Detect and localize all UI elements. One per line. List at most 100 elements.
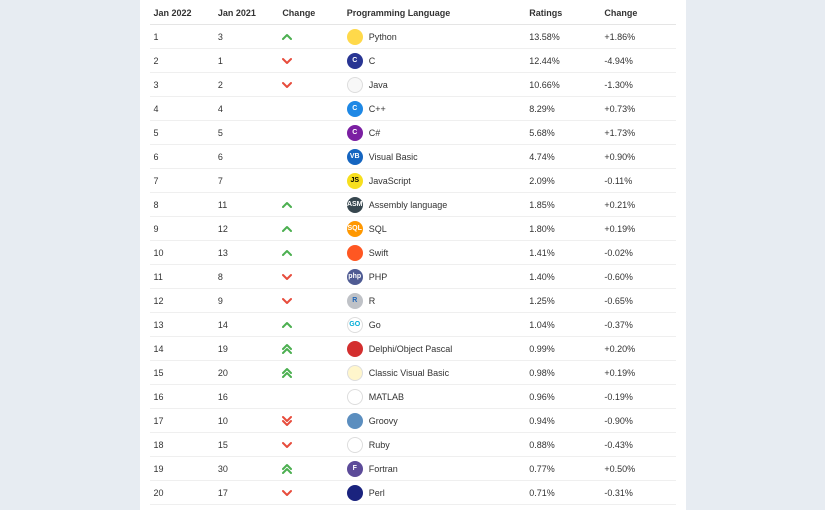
chevron-down-icon bbox=[282, 273, 338, 281]
language-icon: C bbox=[347, 125, 363, 141]
cell-change-direction bbox=[278, 193, 342, 217]
cell-ratings: 0.77% bbox=[525, 457, 600, 481]
cell-rank-2021: 13 bbox=[214, 241, 278, 265]
table-row: 811ASMAssembly language1.85%+0.21% bbox=[150, 193, 676, 217]
cell-rank-2021: 6 bbox=[214, 145, 278, 169]
cell-rank-2021: 20 bbox=[214, 361, 278, 385]
language-icon: SQL bbox=[347, 221, 363, 237]
cell-language: FFortran bbox=[343, 457, 525, 481]
language-name: Delphi/Object Pascal bbox=[369, 344, 453, 354]
cell-ratings: 1.04% bbox=[525, 313, 600, 337]
language-name: Visual Basic bbox=[369, 152, 418, 162]
chevron-up-icon bbox=[282, 201, 338, 209]
chevron-down-icon bbox=[282, 297, 338, 305]
cell-ratings: 13.58% bbox=[525, 25, 600, 49]
cell-change-direction bbox=[278, 409, 342, 433]
cell-language: VB Visual Basic bbox=[343, 145, 525, 169]
cell-rank-2022: 8 bbox=[150, 193, 214, 217]
cell-ratings: 0.96% bbox=[525, 385, 600, 409]
language-icon: C bbox=[347, 101, 363, 117]
table-row: 1930FFortran0.77%+0.50% bbox=[150, 457, 676, 481]
table-row: 2017Perl0.71%-0.31% bbox=[150, 481, 676, 505]
language-name: C++ bbox=[369, 104, 386, 114]
language-icon: VB bbox=[347, 149, 363, 165]
cell-rank-2021: 1 bbox=[214, 49, 278, 73]
cell-language: Groovy bbox=[343, 409, 525, 433]
table-row: 1616MATLAB0.96%-0.19% bbox=[150, 385, 676, 409]
cell-ratings: 2.09% bbox=[525, 169, 600, 193]
table-row: 44CC++8.29%+0.73% bbox=[150, 97, 676, 121]
language-icon: php bbox=[347, 269, 363, 285]
cell-change-direction bbox=[278, 169, 342, 193]
cell-language: RR bbox=[343, 289, 525, 313]
language-icon bbox=[347, 77, 363, 93]
cell-rank-2021: 2 bbox=[214, 73, 278, 97]
cell-language: phpPHP bbox=[343, 265, 525, 289]
cell-language: Java bbox=[343, 73, 525, 97]
language-icon bbox=[347, 365, 363, 381]
cell-change-pct: -0.90% bbox=[600, 409, 675, 433]
cell-language: Ruby bbox=[343, 433, 525, 457]
cell-ratings: 12.44% bbox=[525, 49, 600, 73]
table-row: 1815Ruby0.88%-0.43% bbox=[150, 433, 676, 457]
cell-rank-2021: 9 bbox=[214, 289, 278, 313]
cell-rank-2021: 12 bbox=[214, 217, 278, 241]
cell-rank-2021: 19 bbox=[214, 337, 278, 361]
cell-language: ASMAssembly language bbox=[343, 193, 525, 217]
cell-language: C C++ bbox=[343, 97, 525, 121]
col-header-jan2021: Jan 2021 bbox=[214, 2, 278, 25]
cell-rank-2022: 15 bbox=[150, 361, 214, 385]
chevron-up-icon bbox=[282, 249, 338, 257]
language-icon: C bbox=[347, 53, 363, 69]
cell-change-direction bbox=[278, 97, 342, 121]
cell-rank-2021: 30 bbox=[214, 457, 278, 481]
language-name: C# bbox=[369, 128, 381, 138]
cell-language: Delphi/Object Pascal bbox=[343, 337, 525, 361]
chevron-down-icon bbox=[282, 415, 338, 427]
cell-change-pct: +1.73% bbox=[600, 121, 675, 145]
cell-change-direction bbox=[278, 73, 342, 97]
cell-ratings: 0.88% bbox=[525, 433, 600, 457]
table-row: 66VBVisual Basic4.74%+0.90% bbox=[150, 145, 676, 169]
cell-rank-2022: 10 bbox=[150, 241, 214, 265]
cell-ratings: 10.66% bbox=[525, 73, 600, 97]
cell-language: Swift bbox=[343, 241, 525, 265]
cell-change-pct: -0.60% bbox=[600, 265, 675, 289]
language-name: Python bbox=[369, 32, 397, 42]
language-name: Assembly language bbox=[369, 200, 448, 210]
cell-language: Perl bbox=[343, 481, 525, 505]
chevron-down-icon bbox=[282, 441, 338, 449]
col-header-jan2022: Jan 2022 bbox=[150, 2, 214, 25]
chevron-up-icon bbox=[282, 225, 338, 233]
chevron-down-icon bbox=[282, 81, 338, 89]
cell-rank-2022: 17 bbox=[150, 409, 214, 433]
cell-ratings: 1.25% bbox=[525, 289, 600, 313]
cell-change-pct: +0.19% bbox=[600, 217, 675, 241]
cell-change-direction bbox=[278, 289, 342, 313]
cell-change-direction bbox=[278, 337, 342, 361]
cell-change-pct: -0.31% bbox=[600, 481, 675, 505]
cell-rank-2022: 7 bbox=[150, 169, 214, 193]
language-icon: JS bbox=[347, 173, 363, 189]
table-row: 13Python13.58%+1.86% bbox=[150, 25, 676, 49]
cell-change-direction bbox=[278, 25, 342, 49]
cell-rank-2022: 19 bbox=[150, 457, 214, 481]
col-header-change-pct: Change bbox=[600, 2, 675, 25]
cell-change-pct: -0.02% bbox=[600, 241, 675, 265]
cell-ratings: 1.40% bbox=[525, 265, 600, 289]
cell-ratings: 8.29% bbox=[525, 97, 600, 121]
cell-change-pct: -0.43% bbox=[600, 433, 675, 457]
language-icon bbox=[347, 437, 363, 453]
language-name: MATLAB bbox=[369, 392, 404, 402]
language-name: R bbox=[369, 296, 376, 306]
language-name: Java bbox=[369, 80, 388, 90]
cell-rank-2021: 14 bbox=[214, 313, 278, 337]
language-icon: F bbox=[347, 461, 363, 477]
chevron-up-icon bbox=[282, 33, 338, 41]
cell-ratings: 0.94% bbox=[525, 409, 600, 433]
ranking-panel: Jan 2022 Jan 2021 Change Programming Lan… bbox=[140, 0, 686, 510]
cell-change-direction bbox=[278, 457, 342, 481]
cell-rank-2022: 20 bbox=[150, 481, 214, 505]
col-header-ratings: Ratings bbox=[525, 2, 600, 25]
cell-change-direction bbox=[278, 241, 342, 265]
